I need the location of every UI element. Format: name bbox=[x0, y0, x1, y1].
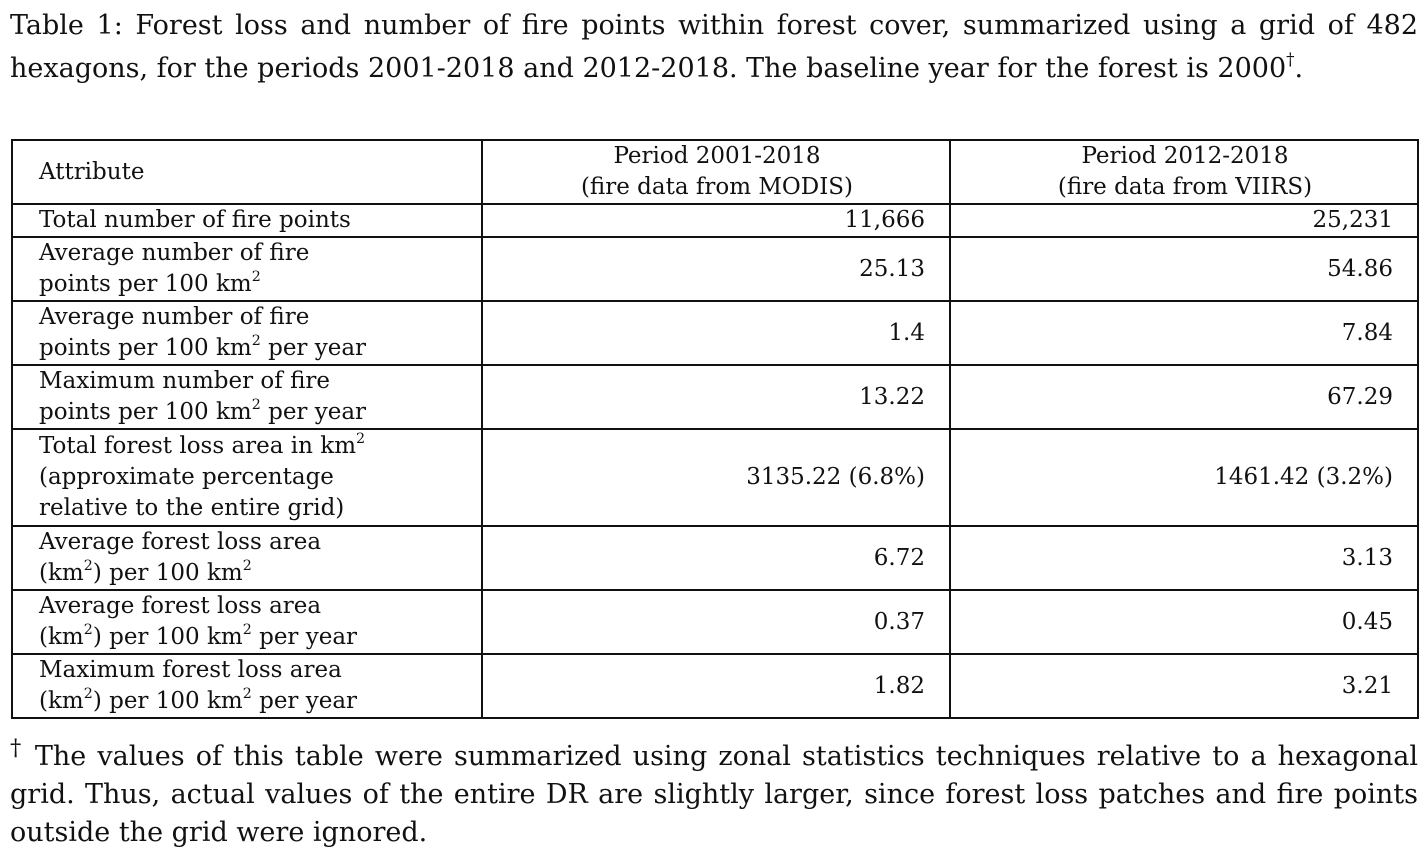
caption-dagger-mark: † bbox=[1286, 49, 1295, 70]
table-row: Average number of fire points per 100 km… bbox=[11, 236, 1419, 302]
row-value-2001-2018: 1.82 bbox=[481, 653, 951, 719]
row-value-2012-2018: 0.45 bbox=[949, 589, 1419, 655]
data-table: Attribute Period 2001-2018 (fire data fr… bbox=[11, 139, 1419, 719]
row-value-2001-2018: 6.72 bbox=[481, 525, 951, 591]
header-attribute: Attribute bbox=[11, 139, 483, 205]
row-value-2012-2018: 7.84 bbox=[949, 300, 1419, 366]
row-attribute: Average number of fire points per 100 km… bbox=[11, 300, 483, 366]
row-attribute: Average number of fire points per 100 km… bbox=[11, 236, 483, 302]
table-row: Average forest loss area (km2) per 100 k… bbox=[11, 589, 1419, 655]
table-row: Average forest loss area (km2) per 100 k… bbox=[11, 525, 1419, 591]
header-period-2012-2018-source: (fire data from VIIRS) bbox=[1057, 174, 1313, 200]
table-caption: Table 1: Forest loss and number of fire … bbox=[10, 4, 1418, 90]
row-attribute: Maximum forest loss area (km2) per 100 k… bbox=[11, 653, 483, 719]
row-value-2012-2018: 25,231 bbox=[949, 203, 1419, 238]
caption-text: Forest loss and number of fire points wi… bbox=[10, 10, 1419, 84]
header-period-2012-2018-title: Period 2012-2018 bbox=[1081, 143, 1289, 169]
row-value-2001-2018: 11,666 bbox=[481, 203, 951, 238]
row-value-2012-2018: 3.13 bbox=[949, 525, 1419, 591]
header-period-2001-2018-source: (fire data from MODIS) bbox=[580, 174, 854, 200]
row-value-2012-2018: 54.86 bbox=[949, 236, 1419, 302]
header-period-2001-2018-title: Period 2001-2018 bbox=[613, 143, 821, 169]
row-value-2001-2018: 25.13 bbox=[481, 236, 951, 302]
table-row: Total number of fire points 11,666 25,23… bbox=[11, 203, 1419, 238]
row-value-2012-2018: 3.21 bbox=[949, 653, 1419, 719]
table-row: Maximum number of fire points per 100 km… bbox=[11, 364, 1419, 430]
footnote-text: The values of this table were summarized… bbox=[10, 741, 1419, 848]
row-value-2001-2018: 13.22 bbox=[481, 364, 951, 430]
row-attribute: Maximum number of fire points per 100 km… bbox=[11, 364, 483, 430]
footnote-dagger-mark: † bbox=[10, 735, 24, 761]
row-value-2001-2018: 1.4 bbox=[481, 300, 951, 366]
table-footnote: † The values of this table were summariz… bbox=[10, 729, 1418, 852]
row-value-2012-2018: 1461.42 (3.2%) bbox=[949, 428, 1419, 527]
caption-period: . bbox=[1294, 53, 1304, 84]
table-row: Average number of fire points per 100 km… bbox=[11, 300, 1419, 366]
table-header-row: Attribute Period 2001-2018 (fire data fr… bbox=[11, 139, 1419, 205]
table-row: Maximum forest loss area (km2) per 100 k… bbox=[11, 653, 1419, 719]
header-period-2012-2018: Period 2012-2018 (fire data from VIIRS) bbox=[949, 139, 1419, 205]
table-row: Total forest loss area in km2 (approxima… bbox=[11, 428, 1419, 527]
row-attribute: Total number of fire points bbox=[11, 203, 483, 238]
caption-label: Table 1: bbox=[10, 10, 123, 41]
row-value-2001-2018: 3135.22 (6.8%) bbox=[481, 428, 951, 527]
row-value-2001-2018: 0.37 bbox=[481, 589, 951, 655]
row-value-2012-2018: 67.29 bbox=[949, 364, 1419, 430]
row-attribute: Average forest loss area (km2) per 100 k… bbox=[11, 589, 483, 655]
row-attribute: Average forest loss area (km2) per 100 k… bbox=[11, 525, 483, 591]
row-attribute: Total forest loss area in km2 (approxima… bbox=[11, 428, 483, 527]
header-period-2001-2018: Period 2001-2018 (fire data from MODIS) bbox=[481, 139, 951, 205]
